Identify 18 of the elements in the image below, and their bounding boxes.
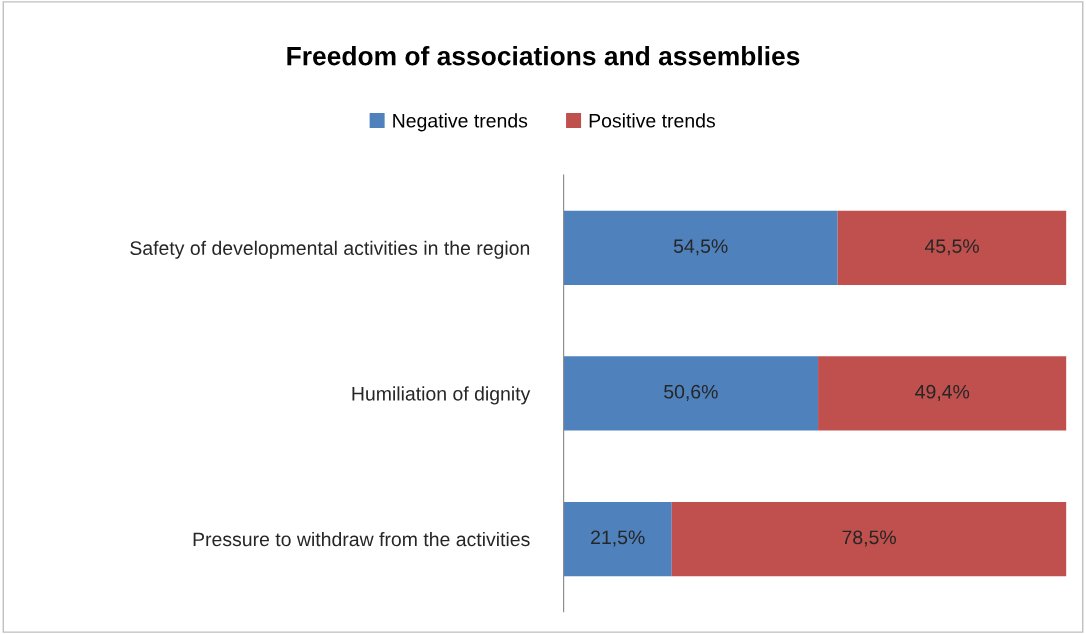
legend-label: Negative trends [393, 113, 528, 132]
y-tick-label: Safety of developmental activities in the region [130, 240, 530, 259]
data-label: 21,5% [591, 530, 645, 547]
legend-label: Positive trends [589, 113, 715, 128]
data-label: 78,5% [842, 530, 896, 547]
data-label: 45,5% [924, 239, 979, 256]
bar [563, 210, 838, 285]
y-tick-label: Pressure to withdraw from the activities [193, 531, 530, 547]
data-label: 50,6% [664, 384, 718, 401]
bar [837, 210, 1067, 285]
bar [563, 501, 672, 577]
chart-title: Freedom of associations and assemblies [287, 46, 800, 66]
data-label: 54,5% [673, 239, 728, 256]
data-label: 49,4% [915, 384, 970, 401]
bar [818, 356, 1067, 431]
bar [671, 501, 1067, 577]
bar [563, 356, 819, 431]
y-tick-label: Humiliation of dignity [352, 386, 531, 405]
